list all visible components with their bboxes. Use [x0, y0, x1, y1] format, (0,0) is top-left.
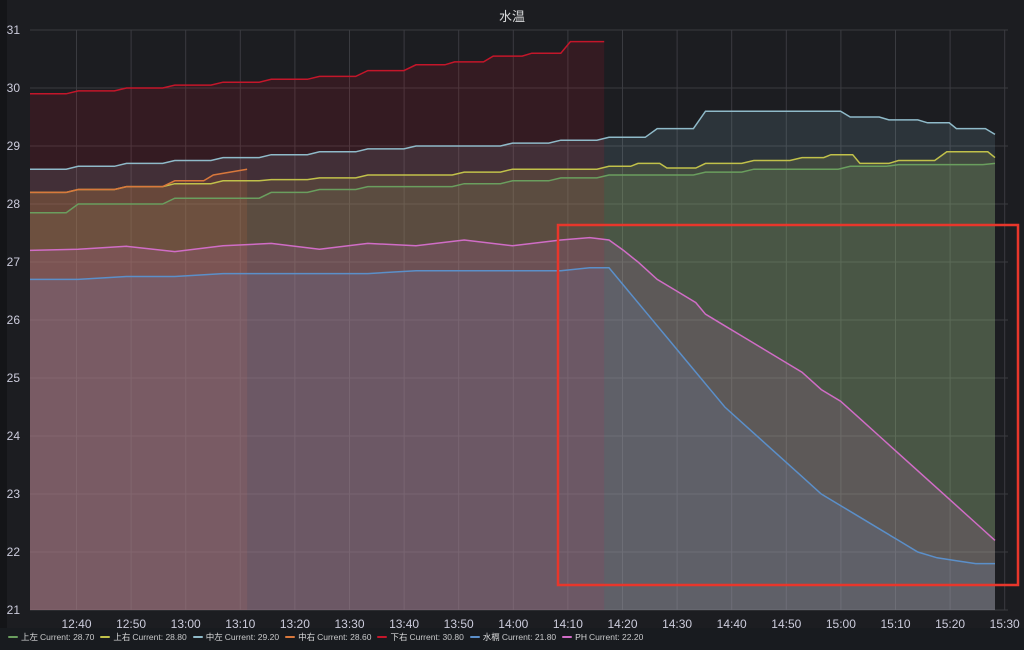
svg-text:21: 21	[7, 603, 21, 617]
svg-text:22: 22	[7, 545, 21, 559]
svg-text:27: 27	[7, 255, 21, 269]
svg-text:28: 28	[7, 197, 21, 211]
svg-text:26: 26	[7, 313, 21, 327]
svg-text:31: 31	[7, 23, 21, 37]
svg-text:23: 23	[7, 487, 21, 501]
svg-text:24: 24	[7, 429, 21, 443]
svg-text:29: 29	[7, 139, 21, 153]
svg-text:30: 30	[7, 81, 21, 95]
svg-text:25: 25	[7, 371, 21, 385]
